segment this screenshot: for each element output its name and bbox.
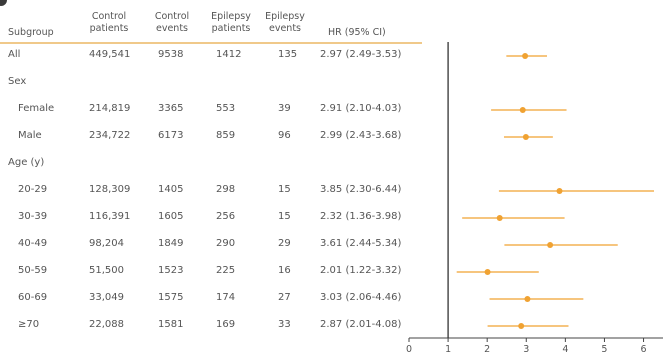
row-label: All — [8, 49, 21, 60]
cell-control-events: 1849 — [158, 238, 184, 249]
cell-control-events: 1605 — [158, 211, 184, 222]
cell-epilepsy-events: 15 — [278, 211, 291, 222]
row-label: 60-69 — [18, 292, 48, 303]
cell-hr-ci: 2.01 (1.22-3.32) — [320, 265, 402, 276]
cell-control-patients: 51,500 — [89, 265, 124, 276]
header-control-patients-line1: Control — [91, 11, 127, 22]
header-epilepsy-patients-line2: patients — [211, 22, 251, 34]
hr-point — [484, 269, 491, 275]
cell-hr-ci: 2.97 (2.49-3.53) — [320, 49, 402, 60]
cell-epilepsy-patients: 1412 — [216, 49, 242, 60]
cell-hr-ci: 3.85 (2.30-6.44) — [320, 184, 402, 195]
cell-control-patients: 128,309 — [89, 184, 131, 195]
x-tick-label: 6 — [641, 344, 647, 354]
cell-epilepsy-patients: 169 — [216, 319, 236, 330]
header-control-events: Control events — [150, 11, 194, 34]
cell-control-events: 3365 — [158, 103, 184, 114]
cell-hr-ci: 3.03 (2.06-4.46) — [320, 292, 402, 303]
cell-epilepsy-patients: 859 — [216, 130, 236, 141]
cell-control-events: 6173 — [158, 130, 184, 141]
cell-control-patients: 33,049 — [89, 292, 124, 303]
cell-control-events: 1581 — [158, 319, 184, 330]
header-control-patients: Control patients — [84, 11, 134, 34]
cell-epilepsy-events: 16 — [278, 265, 291, 276]
row-label: 30-39 — [18, 211, 48, 222]
cell-epilepsy-events: 29 — [278, 238, 291, 249]
cell-control-events: 9538 — [158, 49, 184, 60]
row-label: 50-59 — [18, 265, 48, 276]
header-control-events-line2: events — [155, 22, 188, 34]
hr-point — [522, 134, 529, 140]
hr-point — [496, 215, 503, 221]
hr-point — [547, 242, 554, 248]
panel-letter-marker — [0, 0, 7, 6]
header-hr: HR (95% CI) — [328, 27, 386, 38]
x-tick-label: 5 — [601, 344, 607, 354]
cell-epilepsy-patients: 225 — [216, 265, 236, 276]
x-tick-label: 0 — [406, 344, 412, 354]
cell-epilepsy-events: 135 — [278, 49, 298, 60]
header-epilepsy-events-line2: events — [268, 22, 301, 34]
cell-epilepsy-patients: 298 — [216, 184, 236, 195]
cell-control-events: 1575 — [158, 292, 184, 303]
hr-point — [522, 53, 529, 59]
cell-control-patients: 98,204 — [89, 238, 124, 249]
cell-control-patients: 214,819 — [89, 103, 131, 114]
row-label: 40-49 — [18, 238, 48, 249]
x-tick-label: 3 — [523, 344, 529, 354]
hr-point — [518, 323, 525, 329]
cell-hr-ci: 3.61 (2.44-5.34) — [320, 238, 402, 249]
cell-control-patients: 234,722 — [89, 130, 131, 141]
group-label: Sex — [8, 76, 27, 87]
cell-control-events: 1523 — [158, 265, 184, 276]
x-tick-label: 4 — [562, 344, 568, 354]
cell-hr-ci: 2.91 (2.10-4.03) — [320, 103, 402, 114]
cell-epilepsy-patients: 553 — [216, 103, 236, 114]
header-epilepsy-events: Epilepsy events — [260, 11, 310, 34]
header-epilepsy-patients-line1: Epilepsy — [211, 11, 251, 22]
cell-hr-ci: 2.87 (2.01-4.08) — [320, 319, 402, 330]
row-label: Female — [18, 103, 55, 114]
row-label: ≥70 — [18, 319, 40, 330]
header-control-patients-line2: patients — [89, 22, 129, 34]
cell-epilepsy-events: 33 — [278, 319, 291, 330]
cell-epilepsy-events: 39 — [278, 103, 291, 114]
cell-control-events: 1405 — [158, 184, 184, 195]
cell-hr-ci: 2.32 (1.36-3.98) — [320, 211, 402, 222]
group-label: Age (y) — [8, 157, 45, 168]
cell-control-patients: 116,391 — [89, 211, 131, 222]
row-label: Male — [18, 130, 42, 141]
header-epilepsy-events-line1: Epilepsy — [265, 11, 305, 22]
cell-control-patients: 22,088 — [89, 319, 124, 330]
header-subgroup: Subgroup — [8, 27, 54, 38]
cell-epilepsy-events: 15 — [278, 184, 291, 195]
cell-epilepsy-events: 27 — [278, 292, 291, 303]
row-label: 20-29 — [18, 184, 48, 195]
header-epilepsy-patients: Epilepsy patients — [206, 11, 256, 34]
cell-epilepsy-patients: 290 — [216, 238, 236, 249]
header-control-events-line1: Control — [154, 11, 190, 22]
cell-epilepsy-patients: 174 — [216, 292, 236, 303]
hr-point — [524, 296, 531, 302]
x-tick-label: 1 — [445, 344, 451, 354]
cell-hr-ci: 2.99 (2.43-3.68) — [320, 130, 402, 141]
cell-epilepsy-events: 96 — [278, 130, 291, 141]
hr-point — [556, 188, 563, 194]
header-rule — [0, 42, 422, 44]
x-tick-label: 2 — [484, 344, 490, 354]
hr-point — [519, 107, 526, 113]
cell-epilepsy-patients: 256 — [216, 211, 236, 222]
cell-control-patients: 449,541 — [89, 49, 131, 60]
